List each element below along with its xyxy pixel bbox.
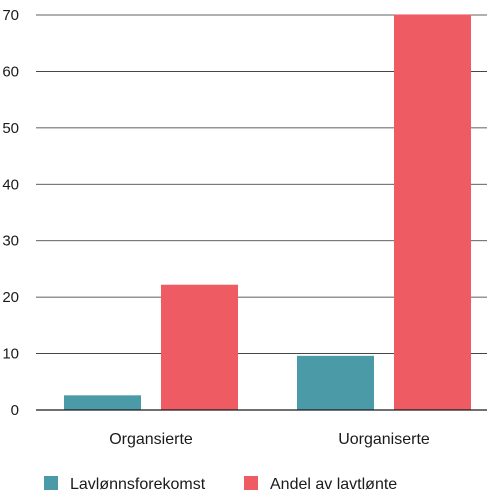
legend: Lavlønnsforekomst Andel av lavtlønte	[44, 476, 397, 493]
y-tick-label: 50	[2, 120, 19, 137]
bar-andel-av-lavtl-nte-organsierte	[161, 284, 238, 410]
y-tick-label: 60	[2, 63, 19, 80]
legend-label: Andel av lavtlønte	[270, 476, 397, 493]
bar-andel-av-lavtl-nte-uorganiserte	[394, 14, 471, 411]
bars	[64, 14, 471, 411]
bar-lavl-nnsforekomst-uorganiserte	[297, 355, 374, 410]
y-tick-label: 30	[2, 233, 19, 250]
x-axis-categories: Organsierte Uorganiserte	[109, 431, 430, 448]
legend-label: Lavlønnsforekomst	[70, 476, 206, 493]
bar-lavl-nnsforekomst-organsierte	[64, 395, 141, 410]
gridlines	[36, 14, 487, 354]
y-tick-label: 10	[2, 346, 19, 363]
y-tick-label: 40	[2, 176, 19, 193]
legend-swatch	[244, 476, 258, 490]
legend-swatch	[44, 476, 58, 490]
y-tick-label: 70	[2, 7, 19, 24]
x-category-label: Uorganiserte	[338, 431, 430, 448]
y-axis-ticks: 0 10 20 30 40 50 60 70	[2, 7, 19, 419]
y-tick-label: 0	[11, 402, 19, 419]
x-category-label: Organsierte	[109, 431, 193, 448]
y-tick-label: 20	[2, 289, 19, 306]
